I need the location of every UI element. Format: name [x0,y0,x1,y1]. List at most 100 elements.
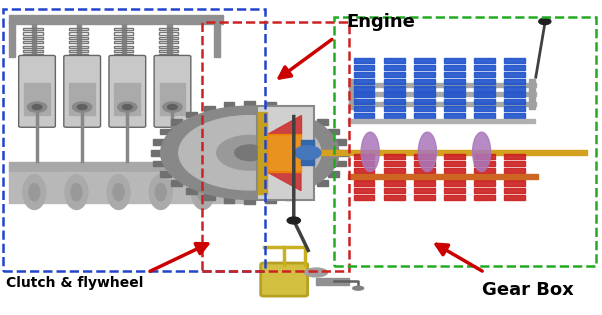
Bar [23,28,43,30]
Bar [160,83,185,115]
Bar [444,86,465,91]
Bar [354,154,374,159]
Bar [414,113,435,118]
Bar [444,175,465,180]
Circle shape [32,105,42,110]
Bar [504,86,525,91]
Bar [504,65,525,70]
Bar [384,113,405,118]
Bar [23,32,43,35]
Bar [335,161,346,166]
Bar [317,180,328,186]
Bar [474,92,495,97]
Bar [349,102,536,106]
Bar [9,172,244,203]
Bar [69,83,95,115]
Bar [444,161,465,166]
Bar [504,58,525,63]
Bar [354,65,374,70]
Bar [122,24,126,57]
Bar [444,58,465,63]
Bar [444,99,465,104]
Bar [329,171,340,177]
Bar [444,188,465,193]
Ellipse shape [149,175,172,209]
Bar [384,65,405,70]
Circle shape [235,145,265,161]
Circle shape [77,105,87,110]
Bar [504,79,525,84]
Bar [69,54,88,57]
Bar [414,188,435,193]
Bar [23,37,43,39]
Bar [414,195,435,200]
Bar [265,102,276,108]
Bar [384,58,405,63]
Bar [504,168,525,173]
Bar [354,113,374,118]
Ellipse shape [191,175,214,209]
Bar [317,119,328,125]
Bar [384,168,405,173]
Bar [444,79,465,84]
Bar [474,99,495,104]
Bar [204,106,215,112]
Bar [354,72,374,77]
Bar [316,278,349,285]
FancyBboxPatch shape [154,55,191,127]
Polygon shape [267,134,301,172]
Bar [384,92,405,97]
Ellipse shape [29,183,40,201]
Bar [474,79,495,84]
Bar [114,50,133,52]
Bar [354,181,374,186]
Bar [224,198,235,203]
Bar [9,162,244,172]
Bar [186,188,197,194]
Bar [444,72,465,77]
Bar [354,188,374,193]
Bar [414,168,435,173]
Bar [354,58,374,63]
Bar [349,79,355,109]
Ellipse shape [305,268,327,277]
Bar [114,32,133,35]
Bar [23,50,43,52]
Bar [384,99,405,104]
Bar [414,86,435,91]
Bar [159,54,178,57]
Bar [384,195,405,200]
Bar [69,28,88,30]
Bar [474,161,495,166]
Bar [474,65,495,70]
Bar [474,195,495,200]
Text: Clutch & flywheel: Clutch & flywheel [6,277,143,290]
Bar [335,139,346,145]
Ellipse shape [155,183,166,201]
FancyBboxPatch shape [261,263,308,296]
Bar [414,181,435,186]
Bar [159,28,178,30]
Circle shape [72,102,92,112]
Bar [414,99,435,104]
Bar [504,161,525,166]
Bar [23,54,43,57]
Bar [504,92,525,97]
Bar [444,168,465,173]
Bar [384,72,405,77]
Circle shape [179,116,321,190]
Bar [504,181,525,186]
Bar [159,50,178,52]
Bar [384,154,405,159]
Bar [504,154,525,159]
Bar [258,112,267,194]
Text: Engine: Engine [346,13,415,31]
Bar [504,99,525,104]
Ellipse shape [197,183,208,201]
Bar [114,54,133,57]
Polygon shape [267,172,301,191]
Bar [414,161,435,166]
Circle shape [122,105,132,110]
Bar [9,22,15,57]
Bar [329,129,340,135]
